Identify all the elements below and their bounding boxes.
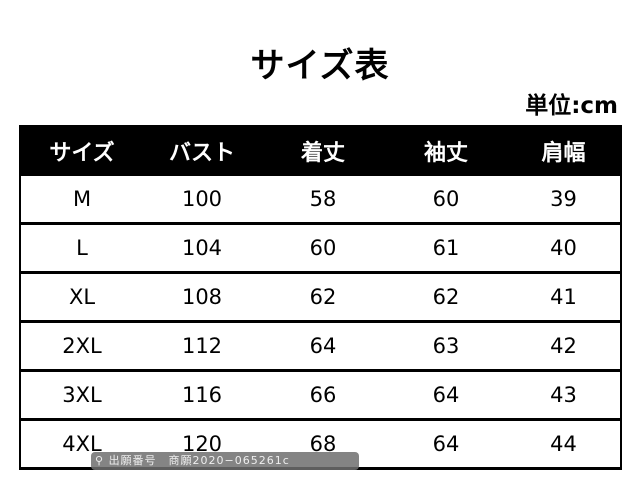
cell-shoulder: 43 <box>550 383 577 407</box>
table-row: M 100 58 60 39 <box>21 176 620 225</box>
table-row: L 104 60 61 40 <box>21 225 620 274</box>
cell-length: 64 <box>309 334 337 358</box>
watermark-text: 出願番号 商願2020−065261c <box>108 454 290 467</box>
table-row: 2XL 112 64 63 42 <box>21 323 620 372</box>
watermark: ⚲ 出願番号 商願2020−065261c <box>91 452 359 470</box>
header-size: サイズ <box>49 140 115 166</box>
table-header: サイズ バスト 着丈 袖丈 肩幅 <box>21 125 620 176</box>
cell-sleeve: 61 <box>432 236 460 260</box>
cell-bust: 108 <box>181 285 223 309</box>
cell-shoulder: 41 <box>550 285 577 309</box>
header-length: 着丈 <box>300 140 345 166</box>
cell-shoulder: 39 <box>550 187 577 211</box>
cell-size: 2XL <box>62 334 102 358</box>
table-row: 3XL 116 66 64 43 <box>21 372 620 421</box>
cell-shoulder: 44 <box>550 432 577 456</box>
cell-size: XL <box>68 285 96 309</box>
cell-shoulder: 40 <box>550 236 577 260</box>
unit-label: 単位:cm <box>525 93 618 119</box>
cell-size: M <box>72 187 92 211</box>
cell-length: 60 <box>309 236 337 260</box>
cell-sleeve: 64 <box>432 432 460 456</box>
cell-bust: 112 <box>181 334 223 358</box>
cell-sleeve: 62 <box>432 285 460 309</box>
cell-length: 62 <box>309 285 337 309</box>
cell-sleeve: 60 <box>432 187 460 211</box>
cell-bust: 100 <box>181 187 223 211</box>
size-table: サイズ バスト 着丈 袖丈 肩幅 M 100 58 60 39 L 104 60 61 40 XL 1… <box>19 125 622 470</box>
cell-shoulder: 42 <box>550 334 577 358</box>
header-shoulder: 肩幅 <box>541 140 586 166</box>
cell-size: 3XL <box>62 383 102 407</box>
header-sleeve: 袖丈 <box>423 140 468 166</box>
table-row: XL 108 62 62 41 <box>21 274 620 323</box>
cell-length: 58 <box>309 187 337 211</box>
cell-size: L <box>76 236 88 260</box>
search-icon: ⚲ <box>95 454 105 467</box>
cell-bust: 104 <box>181 236 223 260</box>
header-bust: バスト <box>168 140 235 166</box>
page-title: サイズ表 <box>250 46 390 86</box>
cell-bust: 116 <box>181 383 223 407</box>
cell-sleeve: 63 <box>432 334 460 358</box>
cell-sleeve: 64 <box>432 383 460 407</box>
cell-length: 66 <box>309 383 337 407</box>
